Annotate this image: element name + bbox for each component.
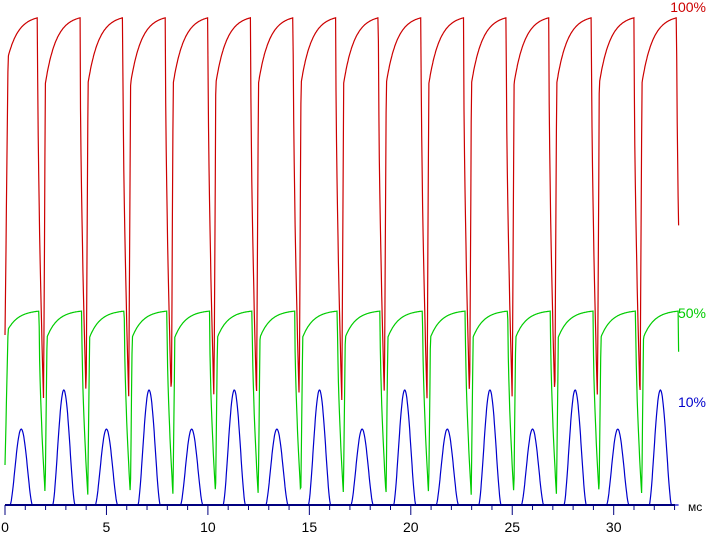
x-tick-label: 5 [103, 519, 111, 533]
series-line-50pct [4, 310, 680, 495]
x-tick-label: 30 [606, 519, 622, 533]
x-tick-label: 0 [1, 519, 9, 533]
x-tick-label: 15 [302, 519, 318, 533]
x-axis-unit-label: мс [688, 500, 702, 514]
series-line-100pct [4, 16, 680, 401]
series-label-50pct: 50% [678, 305, 706, 321]
x-tick-label: 25 [504, 519, 520, 533]
series-labels: 100% 50% 10% [670, 0, 706, 410]
series-layer [4, 16, 680, 506]
x-tick-label: 20 [403, 519, 419, 533]
x-tick-label: 10 [200, 519, 216, 533]
series-line-10pct [5, 389, 679, 506]
series-label-100pct: 100% [670, 0, 706, 15]
x-ticks: 0 5 10 15 20 25 30 [1, 505, 676, 533]
series-label-10pct: 10% [678, 394, 706, 410]
